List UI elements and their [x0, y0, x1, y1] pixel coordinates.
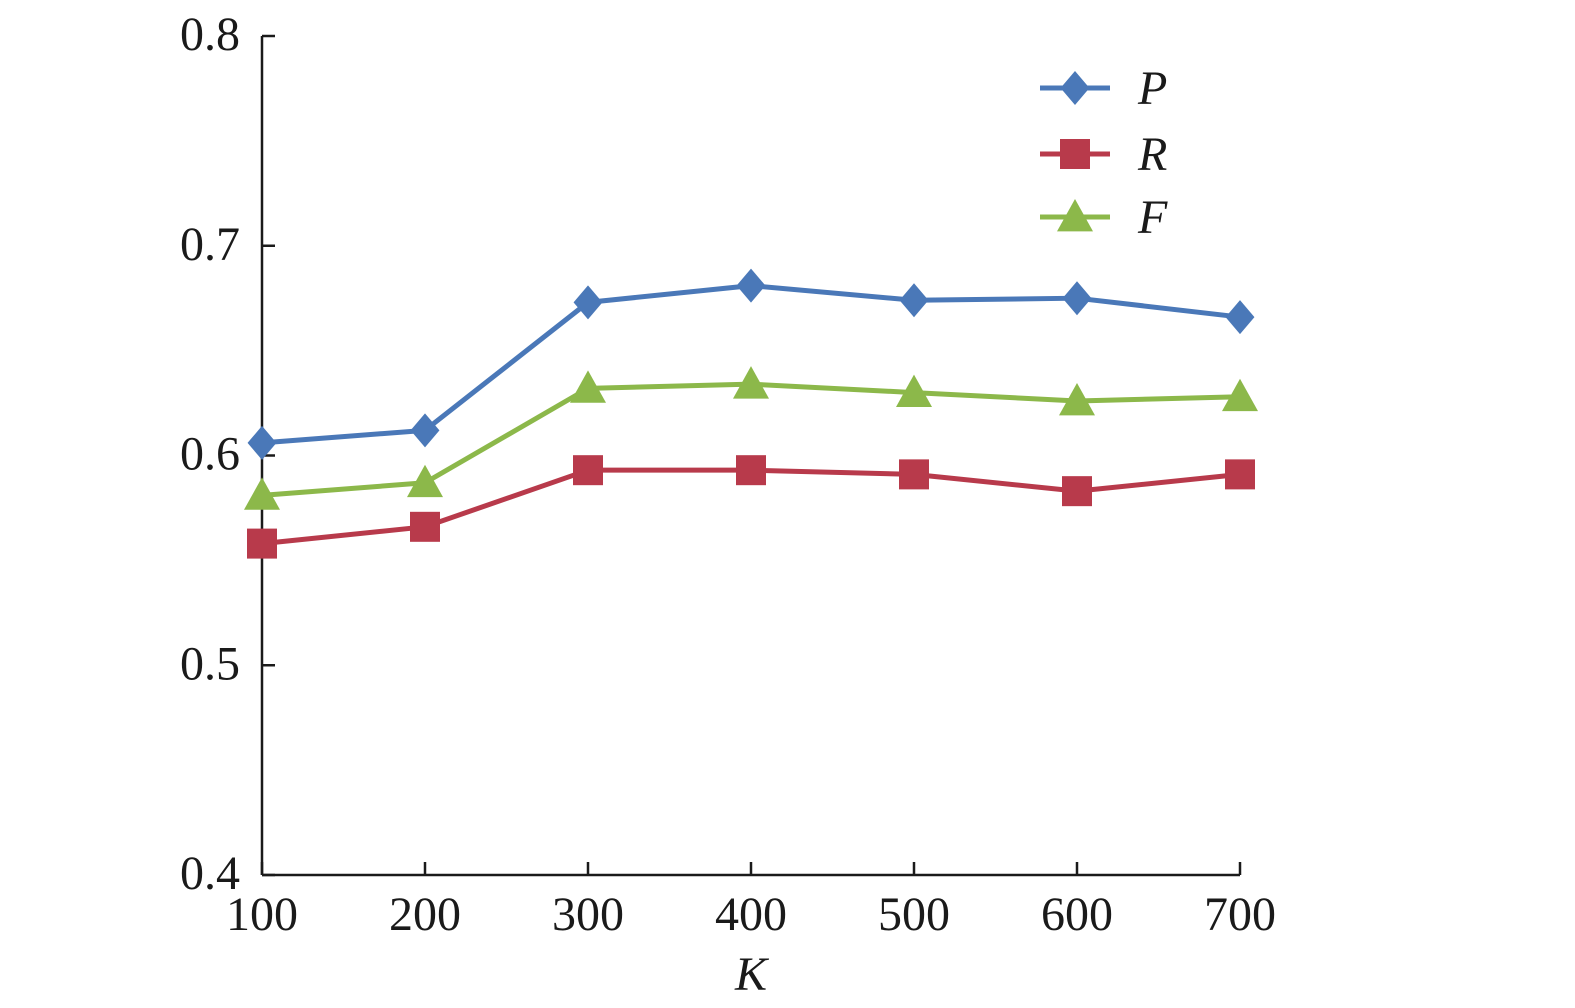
- data-point-F: [407, 464, 443, 498]
- data-point-R: [410, 511, 440, 542]
- y-tick-label: 0.5: [180, 637, 240, 690]
- legend-label: R: [1137, 128, 1167, 181]
- data-point-P: [410, 413, 440, 448]
- x-tick-label: 600: [1041, 888, 1113, 941]
- y-tick-label: 0.7: [180, 218, 240, 271]
- data-point-F: [1059, 382, 1095, 416]
- data-point-P: [247, 425, 277, 460]
- data-point-P: [736, 268, 766, 303]
- legend-label: P: [1137, 62, 1167, 115]
- data-point-R: [736, 455, 766, 486]
- series-line-P: [261, 283, 1241, 446]
- data-point-R: [1225, 459, 1255, 490]
- x-axis-title: K: [734, 948, 770, 1001]
- data-point-P: [1225, 300, 1255, 335]
- x-tick-label: 300: [552, 888, 624, 941]
- data-point-P: [899, 283, 929, 318]
- legend-marker: [1060, 71, 1090, 105]
- data-point-F: [896, 374, 932, 407]
- series-layer: [244, 268, 1258, 559]
- data-point-P: [1062, 281, 1092, 316]
- data-point-R: [899, 459, 929, 490]
- y-tick-label: 0.6: [180, 428, 240, 481]
- data-point-R: [1062, 476, 1092, 507]
- x-tick-label: 500: [878, 888, 950, 941]
- legend-marker: [1057, 199, 1093, 232]
- y-tick-label: 0.4: [180, 847, 240, 900]
- data-point-F: [244, 477, 280, 510]
- legend-item-F: F: [1040, 191, 1168, 244]
- axes: 0.4 0.5 0.6 0.7 0.8 100 200 300 400 500 600 700: [180, 8, 1276, 941]
- legend-label: F: [1137, 191, 1168, 244]
- data-point-R: [573, 455, 603, 486]
- data-point-F: [1222, 378, 1258, 412]
- series-F: [244, 366, 1258, 510]
- x-tick-label: 700: [1204, 888, 1276, 941]
- data-point-R: [247, 528, 277, 559]
- y-tick-label: 0.8: [180, 8, 240, 61]
- legend: PRF: [1040, 62, 1168, 244]
- x-tick-label: 400: [715, 888, 787, 941]
- legend-item-R: R: [1040, 128, 1167, 181]
- legend-marker: [1060, 139, 1090, 169]
- x-tick-label: 100: [226, 888, 298, 941]
- data-point-F: [733, 366, 769, 399]
- series-P: [247, 268, 1255, 460]
- legend-item-P: P: [1040, 62, 1167, 115]
- series-R: [247, 455, 1255, 559]
- x-tick-label: 200: [389, 888, 461, 941]
- data-point-P: [573, 285, 603, 320]
- data-point-F: [570, 370, 606, 403]
